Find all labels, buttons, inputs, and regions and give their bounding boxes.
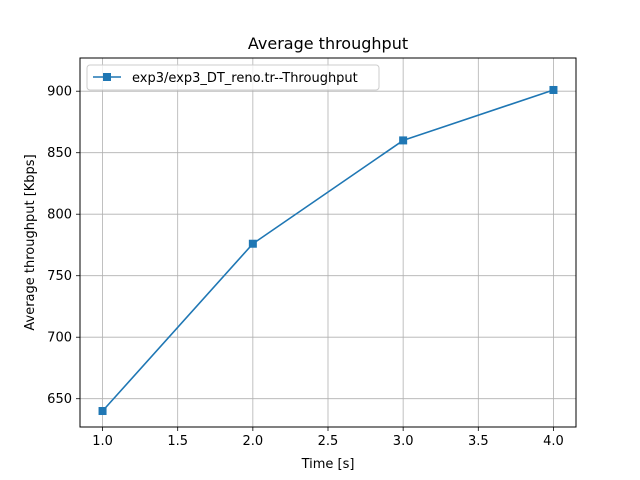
x-tick-label: 3.0 xyxy=(393,434,414,449)
x-axis-label: Time [s] xyxy=(301,457,355,472)
y-tick-label: 750 xyxy=(47,269,72,284)
y-tick-label: 650 xyxy=(47,392,72,407)
y-axis-label: Average throughput [Kbps] xyxy=(23,154,38,330)
x-tick-label: 4.0 xyxy=(543,434,564,449)
y-tick-label: 850 xyxy=(47,146,72,161)
legend-marker xyxy=(103,73,111,81)
y-tick-label: 900 xyxy=(47,85,72,100)
data-point-marker xyxy=(248,239,257,248)
x-tick-label: 2.5 xyxy=(318,434,339,449)
data-point-marker xyxy=(98,407,107,416)
x-tick-label: 2.0 xyxy=(243,434,264,449)
data-point-marker xyxy=(549,85,558,94)
x-tick-label: 1.5 xyxy=(167,434,188,449)
chart-title: Average throughput xyxy=(248,34,408,53)
y-tick-label: 800 xyxy=(47,208,72,223)
data-point-marker xyxy=(399,136,408,145)
ticks: 1.0 1.5 2.0 2.5 3.0 3.5 4.0 650 700 750 800 850 900 xyxy=(47,85,564,449)
y-tick-label: 700 xyxy=(47,331,72,346)
legend-label: exp3/exp3_DT_reno.tr--Throughput xyxy=(132,71,358,86)
legend: exp3/exp3_DT_reno.tr--Throughput xyxy=(86,64,380,91)
x-tick-label: 1.0 xyxy=(92,434,113,449)
legend-box xyxy=(86,64,380,91)
series-layer xyxy=(98,85,558,416)
x-tick-label: 3.5 xyxy=(468,434,489,449)
series-line xyxy=(101,89,554,412)
